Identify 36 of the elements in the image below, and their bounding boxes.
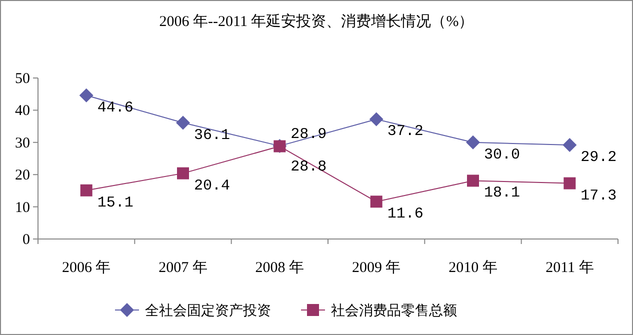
x-tick-label: 2006 年 — [62, 259, 111, 276]
y-tick-label: 10 — [15, 200, 30, 216]
data-label: 37.2 — [387, 123, 424, 140]
point — [79, 88, 94, 102]
chart-title: 2006 年--2011 年延安投资、消费增长情况（%） — [159, 13, 474, 30]
data-label: 44.6 — [97, 99, 134, 116]
legend-label: 社会消费品零售总额 — [331, 303, 457, 319]
data-label: 18.1 — [484, 184, 520, 202]
legend-label: 全社会固定资产投资 — [145, 303, 271, 319]
point — [564, 177, 576, 190]
x-tick-label: 2009 年 — [352, 259, 401, 276]
y-tick-label: 40 — [15, 103, 30, 120]
y-tick-label: 30 — [15, 135, 30, 152]
x-tick-label: 2010 年 — [448, 259, 498, 276]
data-label: 28.9 — [290, 126, 327, 143]
y-tick-label: 20 — [15, 168, 30, 184]
point — [177, 167, 189, 180]
x-tick-label: 2011 年 — [546, 259, 594, 276]
point — [466, 135, 480, 150]
point — [369, 112, 384, 126]
data-label: 17.3 — [580, 187, 617, 204]
x-tick-label: 2008 年 — [255, 259, 304, 276]
y-tick-label: 50 — [15, 71, 30, 87]
point — [176, 116, 190, 130]
data-label: 11.6 — [387, 206, 424, 223]
x-tick-label: 2007 年 — [158, 259, 208, 276]
point — [80, 184, 92, 196]
data-label: 30.0 — [484, 146, 520, 164]
data-label: 36.1 — [194, 126, 230, 144]
point — [562, 138, 577, 152]
y-tick-label: 0 — [22, 232, 30, 248]
point — [467, 174, 479, 187]
data-label: 29.2 — [580, 148, 617, 166]
data-label: 15.1 — [97, 194, 134, 212]
point — [370, 196, 382, 208]
data-label: 20.4 — [194, 177, 230, 194]
